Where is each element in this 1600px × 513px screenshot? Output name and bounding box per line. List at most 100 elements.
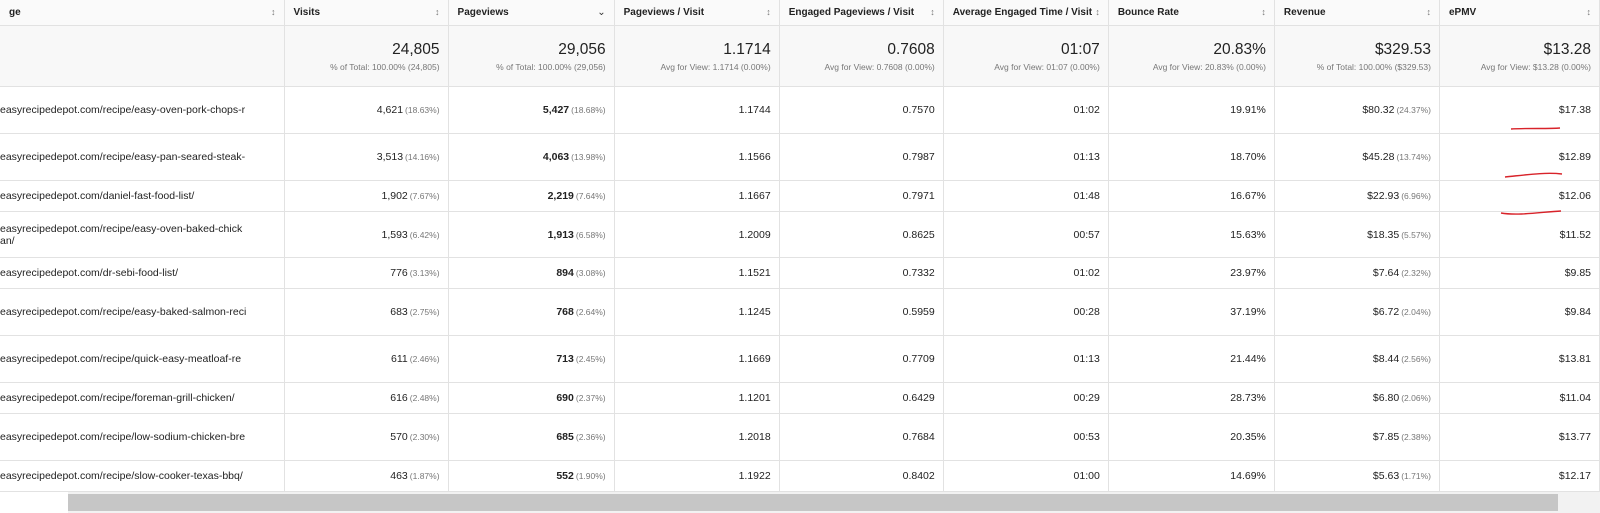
page-url[interactable]: easyrecipedepot.com/recipe/easy-pan-sear… — [0, 151, 246, 163]
page-cell[interactable]: easyrecipedepot.com/recipe/easy-baked-sa… — [0, 288, 285, 336]
page-url[interactable]: easyrecipedepot.com/daniel-fast-food-lis… — [0, 190, 195, 202]
page-cell[interactable]: easyrecipedepot.com/recipe/slow-cooker-t… — [0, 460, 285, 492]
page-cell[interactable]: easyrecipedepot.com/recipe/low-sodium-ch… — [0, 413, 285, 461]
table-row[interactable]: easyrecipedepot.com/recipe/easy-pan-sear… — [0, 133, 1600, 181]
sort-toggle-icon[interactable]: ↕ — [435, 7, 440, 17]
page-url[interactable]: easyrecipedepot.com/recipe/easy-baked-sa… — [0, 306, 247, 318]
page-url[interactable]: easyrecipedepot.com/dr-sebi-food-list/ — [0, 267, 178, 279]
revenue-cell: $5.63 (1.71%) — [1274, 460, 1440, 492]
column-header-5[interactable]: Average Engaged Time / Visit ↕ — [943, 0, 1109, 26]
revenue-percent: (24.37%) — [1396, 105, 1431, 115]
pageviews-per-visit-value: 1.1245 — [738, 306, 771, 318]
table-row[interactable]: easyrecipedepot.com/recipe/easy-oven-bak… — [0, 211, 1600, 258]
engaged-time-value: 01:13 — [1073, 151, 1100, 163]
column-header-4[interactable]: Engaged Pageviews / Visit ↕ — [779, 0, 944, 26]
revenue-percent: (2.38%) — [1401, 432, 1431, 442]
scrollbar-thumb[interactable] — [68, 494, 1558, 511]
page-cell[interactable]: easyrecipedepot.com/recipe/easy-oven-por… — [0, 86, 285, 134]
page-url[interactable]: easyrecipedepot.com/recipe/easy-oven-bak… — [0, 222, 243, 247]
column-header-label: Visits — [293, 7, 321, 18]
page-cell[interactable]: easyrecipedepot.com/recipe/easy-pan-sear… — [0, 133, 285, 181]
page-url[interactable]: easyrecipedepot.com/recipe/foreman-grill… — [0, 392, 235, 404]
table-row[interactable]: easyrecipedepot.com/recipe/low-sodium-ch… — [0, 413, 1600, 461]
summary-total: 24,805 — [392, 40, 440, 58]
pageviews-percent: (13.98%) — [571, 152, 606, 162]
table-row[interactable]: easyrecipedepot.com/recipe/easy-oven-por… — [0, 86, 1600, 134]
visits-value: 616 — [390, 392, 408, 404]
visits-value: 1,902 — [381, 190, 408, 202]
page-url[interactable]: easyrecipedepot.com/recipe/slow-cooker-t… — [0, 470, 243, 482]
page-url[interactable]: easyrecipedepot.com/recipe/easy-oven-por… — [0, 104, 246, 116]
bounce-rate-cell: 16.67% — [1108, 180, 1275, 212]
pageviews-per-visit-cell: 1.1521 — [614, 257, 780, 289]
table-row[interactable]: easyrecipedepot.com/dr-sebi-food-list/77… — [0, 257, 1600, 289]
revenue-cell: $45.28 (13.74%) — [1274, 133, 1440, 181]
revenue-value: $8.44 — [1372, 353, 1400, 365]
revenue-cell: $6.80 (2.06%) — [1274, 382, 1440, 414]
summary-subtext: Avg for View: 0.7608 (0.00%) — [824, 61, 935, 72]
engaged-pageviews-cell: 0.8625 — [779, 211, 944, 258]
visits-percent: (2.46%) — [409, 354, 440, 364]
pageviews-per-visit-cell: 1.1245 — [614, 288, 780, 336]
bounce-rate-value: 28.73% — [1230, 392, 1266, 404]
engaged-time-cell: 01:13 — [943, 133, 1109, 181]
engaged-time-cell: 01:48 — [943, 180, 1109, 212]
page-cell[interactable]: easyrecipedepot.com/recipe/foreman-grill… — [0, 382, 285, 414]
column-header-0[interactable]: ge ↕ — [0, 0, 285, 26]
summary-total: 20.83% — [1213, 40, 1266, 58]
table-row[interactable]: easyrecipedepot.com/recipe/slow-cooker-t… — [0, 460, 1600, 492]
visits-cell: 683 (2.75%) — [284, 288, 449, 336]
visits-value: 1,593 — [381, 228, 408, 241]
horizontal-scrollbar[interactable] — [68, 492, 1600, 513]
page-cell[interactable]: easyrecipedepot.com/recipe/easy-oven-bak… — [0, 211, 285, 258]
visits-percent: (2.75%) — [409, 307, 440, 317]
pageviews-percent: (18.68%) — [571, 105, 606, 115]
column-header-3[interactable]: Pageviews / Visit ↕ — [614, 0, 780, 26]
column-header-label: ePMV — [1448, 7, 1477, 18]
epmv-value: $12.17 — [1558, 470, 1591, 482]
engaged-time-cell: 00:29 — [943, 382, 1109, 414]
column-header-2[interactable]: Pageviews ⌄ — [448, 0, 615, 26]
pageviews-cell: 690 (2.37%) — [448, 382, 615, 414]
visits-percent: (2.48%) — [409, 393, 440, 403]
visits-cell: 3,513 (14.16%) — [284, 133, 449, 181]
column-header-7[interactable]: Revenue ↕ — [1274, 0, 1440, 26]
report-table: ge ↕ Visits ↕ Pageviews ⌄ Pageviews / Visit ↕ En… — [0, 0, 1600, 492]
page-url[interactable]: easyrecipedepot.com/recipe/quick-easy-me… — [0, 353, 242, 365]
bounce-rate-value: 18.70% — [1230, 151, 1266, 163]
revenue-percent: (1.71%) — [1401, 471, 1431, 481]
pageviews-percent: (2.64%) — [575, 307, 606, 317]
engaged-time-cell: 01:02 — [943, 86, 1109, 134]
sort-toggle-icon[interactable]: ↕ — [930, 7, 935, 17]
visits-percent: (14.16%) — [405, 152, 440, 162]
sort-toggle-icon[interactable]: ↕ — [271, 7, 276, 17]
summary-subtext: % of Total: 100.00% (24,805) — [330, 61, 440, 72]
engaged-pageviews-value: 0.7971 — [902, 190, 935, 202]
column-header-6[interactable]: Bounce Rate ↕ — [1108, 0, 1275, 26]
table-row[interactable]: easyrecipedepot.com/recipe/quick-easy-me… — [0, 335, 1600, 383]
sort-descending-icon[interactable]: ⌄ — [597, 6, 606, 18]
table-row[interactable]: easyrecipedepot.com/recipe/foreman-grill… — [0, 382, 1600, 414]
summary-subtext: Avg for View: 1.1714 (0.00%) — [660, 61, 771, 72]
bounce-rate-value: 23.97% — [1230, 267, 1266, 279]
page-cell[interactable]: easyrecipedepot.com/daniel-fast-food-lis… — [0, 180, 285, 212]
table-row[interactable]: easyrecipedepot.com/daniel-fast-food-lis… — [0, 180, 1600, 212]
sort-toggle-icon[interactable]: ↕ — [1586, 7, 1592, 17]
visits-value: 611 — [391, 353, 408, 365]
page-cell[interactable]: easyrecipedepot.com/recipe/quick-easy-me… — [0, 335, 285, 383]
column-header-8[interactable]: ePMV ↕ — [1439, 0, 1600, 26]
sort-toggle-icon[interactable]: ↕ — [1261, 7, 1266, 17]
pageviews-percent: (6.58%) — [575, 229, 606, 240]
pageviews-percent: (2.37%) — [575, 393, 606, 403]
page-cell[interactable]: easyrecipedepot.com/dr-sebi-food-list/ — [0, 257, 285, 289]
sort-toggle-icon[interactable]: ↕ — [1426, 7, 1431, 17]
pageviews-percent: (1.90%) — [575, 471, 606, 481]
sort-toggle-icon[interactable]: ↕ — [1095, 7, 1100, 17]
pageviews-per-visit-value: 1.1201 — [738, 392, 771, 404]
sort-toggle-icon[interactable]: ↕ — [766, 7, 771, 17]
revenue-value: $80.32 — [1362, 104, 1395, 116]
column-header-1[interactable]: Visits ↕ — [284, 0, 449, 26]
table-row[interactable]: easyrecipedepot.com/recipe/easy-baked-sa… — [0, 288, 1600, 336]
page-url[interactable]: easyrecipedepot.com/recipe/low-sodium-ch… — [0, 431, 246, 443]
pageviews-per-visit-cell: 1.2018 — [614, 413, 780, 461]
